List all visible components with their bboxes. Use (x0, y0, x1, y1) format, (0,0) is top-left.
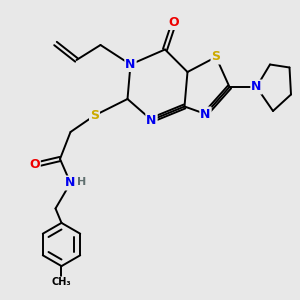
Text: O: O (29, 158, 40, 172)
Text: N: N (200, 107, 211, 121)
Text: CH₃: CH₃ (52, 277, 71, 287)
Text: N: N (251, 80, 262, 94)
Text: S: S (90, 109, 99, 122)
Text: N: N (125, 58, 136, 71)
Text: S: S (212, 50, 220, 64)
Text: N: N (65, 176, 76, 190)
Text: H: H (77, 177, 86, 188)
Text: N: N (146, 113, 157, 127)
Text: O: O (169, 16, 179, 29)
